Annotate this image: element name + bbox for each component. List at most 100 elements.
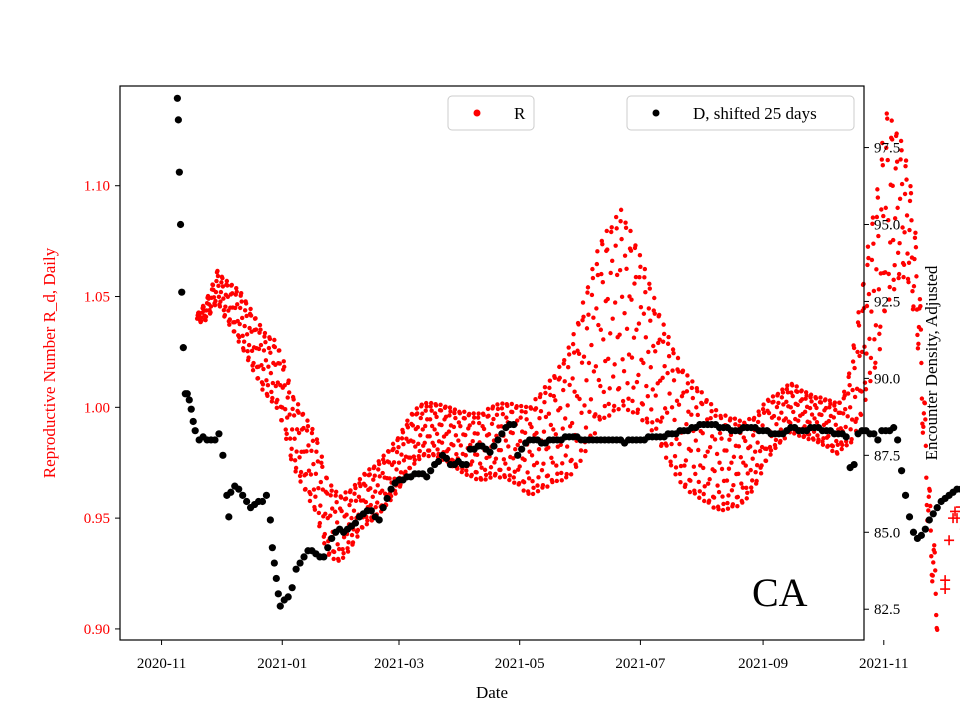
- r-point: [885, 157, 890, 163]
- r-point: [866, 255, 871, 261]
- r-point: [831, 415, 837, 420]
- r-point: [306, 443, 311, 448]
- r-point: [303, 471, 309, 477]
- r-point: [668, 459, 673, 464]
- r-point: [601, 337, 606, 342]
- r-point: [835, 442, 840, 448]
- r-point: [933, 591, 938, 596]
- r-point: [706, 498, 712, 503]
- r-point: [672, 417, 677, 423]
- r-point: [883, 205, 888, 211]
- r-point: [311, 487, 317, 492]
- r-point: [253, 316, 258, 321]
- r-point: [908, 183, 913, 189]
- r-point: [335, 542, 340, 547]
- r-point: [198, 318, 204, 324]
- r-point: [833, 422, 838, 427]
- r-point: [748, 444, 753, 449]
- r-point: [511, 456, 516, 461]
- r-point: [724, 448, 729, 453]
- r-point: [701, 491, 706, 497]
- r-point: [391, 446, 396, 451]
- r-point: [923, 443, 929, 449]
- r-point: [893, 166, 898, 171]
- r-point: [346, 540, 351, 545]
- r-point: [636, 372, 641, 378]
- r-point: [713, 407, 719, 413]
- r-point: [535, 483, 540, 488]
- d-point: [219, 451, 227, 459]
- r-point: [821, 436, 826, 441]
- r-point: [930, 573, 935, 578]
- r-point: [272, 344, 278, 350]
- r-point: [609, 229, 614, 235]
- r-point: [918, 327, 924, 332]
- r-point: [349, 532, 355, 538]
- r-point: [604, 228, 609, 234]
- r-point: [895, 205, 900, 211]
- r-point: [213, 298, 218, 304]
- r-point: [850, 387, 855, 393]
- r-point: [812, 416, 817, 421]
- r-point: [607, 386, 612, 391]
- r-point: [626, 396, 631, 401]
- r-point: [864, 351, 869, 356]
- r-point: [751, 415, 757, 421]
- r-point: [240, 333, 245, 339]
- r-point: [717, 430, 723, 436]
- r-point: [292, 458, 298, 463]
- r-point: [316, 510, 322, 516]
- r-point: [481, 412, 486, 418]
- r-point: [332, 509, 338, 514]
- r-point: [315, 459, 321, 464]
- r-point: [897, 241, 902, 246]
- r-point: [630, 410, 636, 415]
- r-point: [912, 235, 918, 241]
- r-point: [873, 360, 878, 365]
- r-point: [825, 443, 831, 449]
- r-point: [485, 406, 491, 412]
- r-point: [732, 416, 738, 421]
- r-point: [865, 244, 871, 249]
- r-point: [928, 528, 933, 533]
- x-tick-label: 2021-09: [738, 656, 788, 672]
- r-point: [403, 469, 408, 475]
- r-point: [689, 412, 694, 417]
- r-point: [422, 440, 427, 445]
- r-point: [454, 452, 459, 457]
- right-y-tick-label: 90.0: [874, 371, 900, 387]
- r-point: [339, 508, 344, 514]
- r-point: [867, 370, 873, 376]
- r-point: [669, 441, 674, 447]
- r-point: [261, 348, 267, 353]
- r-point: [863, 387, 869, 392]
- r-point: [591, 369, 597, 374]
- r-point: [911, 304, 916, 309]
- r-point: [890, 137, 895, 142]
- r-point: [531, 463, 537, 468]
- left-y-axis-title: Reproductive Number R_d, Daily: [40, 247, 59, 478]
- r-point: [552, 375, 558, 381]
- r-point: [887, 297, 892, 302]
- r-point: [554, 478, 559, 484]
- r-point: [282, 364, 287, 370]
- r-point: [566, 352, 572, 357]
- r-point: [877, 331, 882, 337]
- r-point: [904, 213, 910, 218]
- r-point: [642, 266, 648, 272]
- d-point: [276, 602, 284, 610]
- r-point: [529, 453, 535, 458]
- r-point: [522, 430, 528, 435]
- r-point: [666, 334, 671, 340]
- r-point: [731, 454, 737, 460]
- r-point: [809, 412, 815, 417]
- r-point: [637, 253, 643, 258]
- r-point: [871, 241, 876, 246]
- r-point: [756, 409, 761, 414]
- r-point: [879, 157, 885, 162]
- r-point: [208, 310, 213, 315]
- r-point: [364, 521, 370, 527]
- r-point: [598, 383, 603, 389]
- r-point: [915, 346, 921, 351]
- r-point: [424, 404, 429, 409]
